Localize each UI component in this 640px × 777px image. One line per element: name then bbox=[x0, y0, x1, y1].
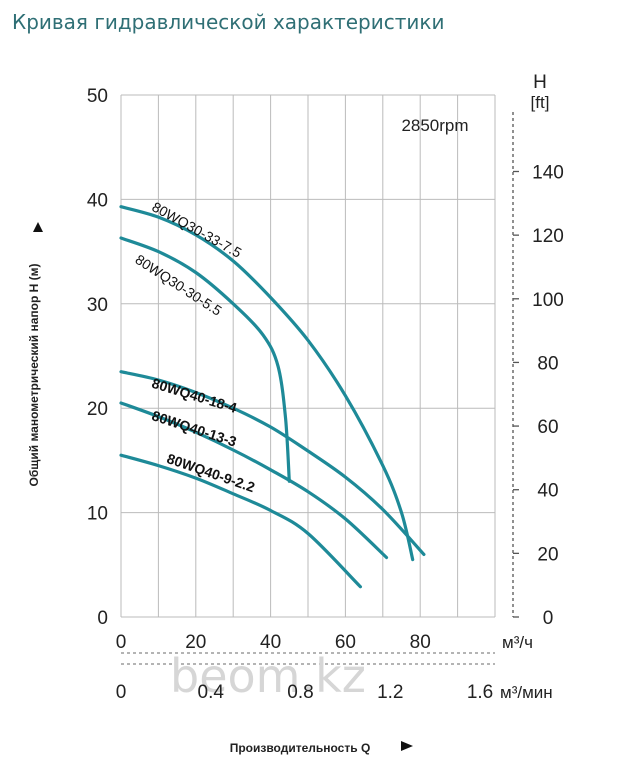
y2-tick-label: 40 bbox=[537, 481, 558, 502]
y2-tick-label: 140 bbox=[532, 162, 564, 183]
y2-tick-label: 60 bbox=[537, 417, 558, 438]
x-axis-arrow-icon bbox=[401, 741, 413, 751]
y2-axis-unit: [ft] bbox=[531, 93, 550, 112]
y2-tick-label: 0 bbox=[543, 608, 554, 629]
y2-axis-label: H bbox=[533, 72, 547, 93]
y-tick-label: 0 bbox=[97, 608, 108, 629]
x-axis-unit: м³/ч bbox=[502, 633, 533, 652]
x-tick-label: 60 bbox=[335, 632, 356, 653]
curve-label: 80WQ40-13-3 bbox=[150, 407, 239, 449]
x-axis-title: Производительность Q bbox=[230, 741, 371, 755]
y-axis-arrow-icon bbox=[33, 222, 43, 232]
chart-axes: beom.kz 0 10 20 30 40 50 0 20 40 60 80 100 120 140 H[ft… bbox=[27, 72, 564, 755]
chart-labels: 80WQ30-33-7.580WQ30-30-5.580WQ40-18-480W… bbox=[132, 198, 257, 495]
y-tick-label: 20 bbox=[87, 399, 108, 420]
watermark: beom.kz bbox=[170, 649, 366, 703]
x-tick-label: 40 bbox=[260, 632, 281, 653]
curve-line bbox=[119, 401, 389, 560]
x-tick-label: 20 bbox=[185, 632, 206, 653]
x2-tick-label: 0.8 bbox=[287, 682, 313, 703]
y-tick-label: 10 bbox=[87, 504, 108, 525]
y2-tick-label: 120 bbox=[532, 226, 564, 247]
y-tick-label: 40 bbox=[87, 190, 108, 211]
speed-label: 2850rpm bbox=[401, 116, 468, 135]
curve-line bbox=[119, 236, 291, 483]
y-axis-title: Общий манометрический напор H (м) bbox=[27, 263, 41, 486]
chart-curves bbox=[119, 205, 426, 589]
x-tick-label: 0 bbox=[116, 632, 127, 653]
curve-line bbox=[119, 205, 415, 562]
y-tick-label: 50 bbox=[87, 86, 108, 107]
page-title: Кривая гидравлической характеристики bbox=[12, 10, 445, 34]
x2-tick-label: 1.2 bbox=[377, 682, 403, 703]
x2-axis-unit: м³/мин bbox=[500, 683, 553, 702]
chart-grid bbox=[120, 94, 496, 618]
x2-tick-label: 1.6 bbox=[467, 682, 493, 703]
y-tick-label: 30 bbox=[87, 295, 108, 316]
x2-tick-label: 0.4 bbox=[198, 682, 225, 703]
y2-tick-label: 20 bbox=[537, 544, 558, 565]
y2-tick-label: 100 bbox=[532, 290, 564, 311]
y2-tick-label: 80 bbox=[537, 353, 558, 374]
curve-line bbox=[119, 370, 426, 556]
curve-label: 80WQ30-33-7.5 bbox=[149, 198, 244, 260]
curve-line bbox=[119, 453, 362, 589]
x-tick-label: 80 bbox=[410, 632, 431, 653]
x2-tick-label: 0 bbox=[116, 682, 127, 703]
